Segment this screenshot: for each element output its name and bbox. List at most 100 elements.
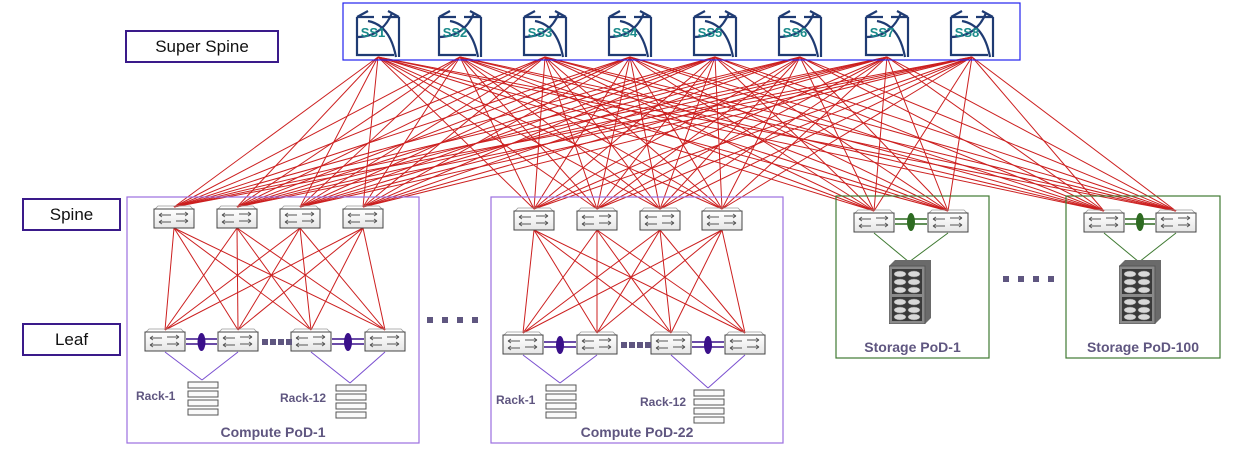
super-spine-spine-link — [459, 56, 598, 210]
storage-spine-switch-icon[interactable] — [853, 209, 895, 233]
super-spine-spine-link — [236, 56, 546, 208]
ellipsis-dot — [286, 339, 292, 345]
super-spine-switch-label: SS5 — [698, 25, 723, 40]
super-spine-spine-link — [629, 56, 1105, 212]
server-rack-icon[interactable] — [545, 384, 577, 419]
rack-label: Rack-1 — [136, 389, 176, 403]
leaf-rack-link — [522, 354, 561, 384]
leaf-switch-icon[interactable] — [576, 331, 618, 355]
super-spine-spine-link — [173, 56, 973, 208]
leaf-switch-icon[interactable] — [290, 328, 332, 352]
ellipsis-dot — [629, 342, 635, 348]
super-spine-spine-link — [629, 56, 1177, 212]
spine-leaf-link — [533, 229, 672, 334]
ellipsis-dot — [262, 339, 268, 345]
super-spine-spine-link — [886, 56, 1105, 212]
super-spine-spine-link — [721, 56, 973, 210]
compute-pod-box — [490, 196, 784, 444]
ellipsis-dot — [270, 339, 276, 345]
spine-switch-icon[interactable] — [342, 205, 384, 229]
compute-pod-label: Compute PoD-22 — [581, 424, 694, 440]
spine-leaf-link — [522, 229, 661, 334]
super-spine-spine-link — [299, 56, 631, 208]
super-spine-spine-link — [173, 56, 546, 208]
super-spine-spine-link — [799, 56, 949, 212]
storage-array-icon[interactable] — [1119, 260, 1161, 324]
spine-switch-icon[interactable] — [513, 207, 555, 231]
spine-switch-icon[interactable] — [279, 205, 321, 229]
super-spine-spine-link — [362, 56, 461, 208]
server-rack-icon[interactable] — [335, 384, 367, 419]
rack-label: Rack-12 — [640, 395, 686, 409]
super-spine-spine-link — [299, 56, 461, 208]
super-spine-spine-link — [362, 56, 631, 208]
tier-label-leaf: Leaf — [55, 330, 88, 349]
spine-leaf-link — [522, 229, 535, 334]
ellipsis-dot — [621, 342, 627, 348]
super-spine-switch-label: SS8 — [955, 25, 980, 40]
super-spine-spine-link — [236, 56, 461, 208]
spine-leaf-link — [164, 227, 301, 331]
server-rack-icon[interactable] — [693, 389, 725, 424]
spine-switch-icon[interactable] — [576, 207, 618, 231]
leaf-switch-icon[interactable] — [364, 328, 406, 352]
super-spine-spine-link — [236, 56, 631, 208]
spine-leaf-link — [173, 227, 239, 331]
leaf-rack-link — [349, 351, 386, 384]
leaf-rack-link — [164, 351, 203, 381]
super-spine-spine-link — [873, 56, 888, 212]
spine-leaf-link — [596, 229, 661, 334]
super-spine-spine-link — [173, 56, 888, 208]
storage-spine-switch-icon[interactable] — [1155, 209, 1197, 233]
pod-ellipsis-dot — [427, 317, 433, 323]
leaf-switch-icon[interactable] — [724, 331, 766, 355]
storage-switch-pair-lag-icon — [1136, 213, 1144, 231]
super-spine-spine-link — [629, 56, 949, 212]
super-spine-spine-link — [299, 56, 716, 208]
super-spine-spine-link — [299, 56, 973, 208]
leaf-switch-icon[interactable] — [502, 331, 544, 355]
spine-switch-icon[interactable] — [701, 207, 743, 231]
super-spine-spine-link — [299, 56, 801, 208]
super-spine-spine-link — [799, 56, 1177, 212]
super-spine-spine-link — [544, 56, 949, 212]
storage-array-icon[interactable] — [889, 260, 931, 324]
spine-leaf-link — [533, 229, 746, 334]
spine-leaf-link — [670, 229, 723, 334]
super-spine-switch-label: SS3 — [528, 25, 553, 40]
spine-switch-icon[interactable] — [639, 207, 681, 231]
super-spine-spine-link — [799, 56, 875, 212]
pod-ellipsis-dot — [1003, 276, 1009, 282]
super-spine-spine-link — [459, 56, 1177, 212]
tier-label-spine: Spine — [50, 205, 93, 224]
storage-spine-switch-icon[interactable] — [927, 209, 969, 233]
super-spine-spine-link — [362, 56, 973, 208]
pod-ellipsis-dot — [1018, 276, 1024, 282]
spine-switch-icon[interactable] — [216, 205, 258, 229]
tier-label-box-spine — [22, 198, 121, 231]
leaf-rack-link — [707, 354, 746, 389]
super-spine-spine-link — [362, 56, 716, 208]
super-spine-spine-link — [544, 56, 875, 212]
spine-leaf-link — [596, 229, 723, 334]
leaf-switch-icon[interactable] — [217, 328, 259, 352]
tier-label-super-spine: Super Spine — [155, 37, 249, 56]
leaf-rack-link — [310, 351, 351, 384]
spine-switch-icon[interactable] — [153, 205, 195, 229]
switch-storage-link — [1103, 232, 1140, 263]
labels-layer: Super Spine Spine Leaf Rack-1 Rack-12 Compute… — [50, 25, 1199, 440]
leaf-rack-link — [670, 354, 709, 389]
super-spine-spine-link — [173, 56, 461, 208]
storage-pod-box — [835, 195, 990, 359]
spine-leaf-link — [522, 229, 598, 334]
storage-spine-switch-icon[interactable] — [1083, 209, 1125, 233]
super-spine-spine-link — [799, 56, 1105, 212]
super-spine-spine-link — [533, 56, 631, 210]
links-layer — [164, 56, 1177, 389]
leaf-switch-icon[interactable] — [144, 328, 186, 352]
super-spine-spine-link — [236, 56, 801, 208]
leaf-switch-icon[interactable] — [650, 331, 692, 355]
super-spine-box — [342, 2, 1021, 61]
server-rack-icon[interactable] — [187, 381, 219, 416]
